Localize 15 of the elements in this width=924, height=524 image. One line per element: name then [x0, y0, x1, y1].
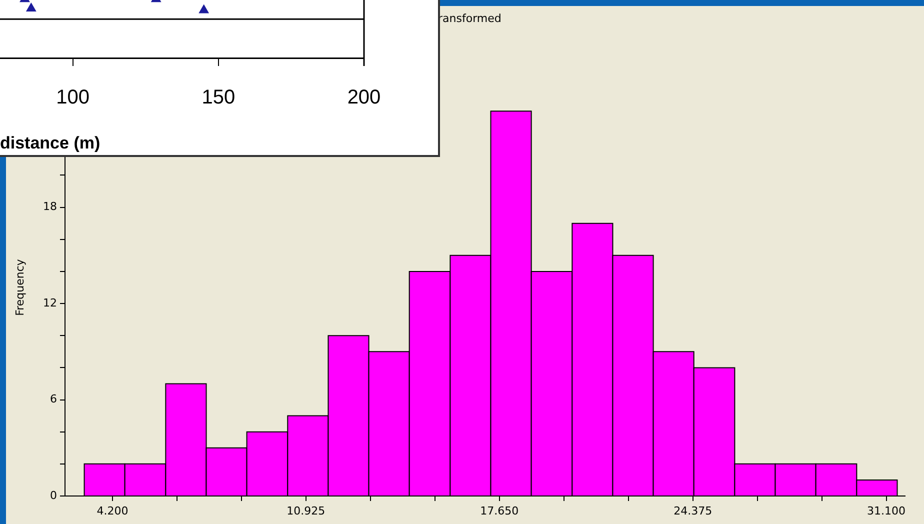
x-tick-label: 100 — [56, 86, 90, 109]
y-tick-label: 12 — [43, 296, 57, 310]
x-tick-label: 4.200 — [96, 504, 128, 518]
x-axis-title: distance (m) — [0, 133, 100, 152]
chart-title: ransformed — [438, 12, 502, 25]
x-tick-label: 31.100 — [867, 504, 906, 518]
y-axis-title: Frequency — [13, 258, 26, 316]
x-tick-label: 150 — [202, 86, 236, 109]
y-tick-label: 6 — [50, 392, 57, 406]
x-tick-label: 10.925 — [286, 504, 326, 518]
x-tick-label: 17.650 — [480, 504, 519, 518]
y-tick-label: 0 — [50, 488, 57, 502]
x-tick-label: 200 — [347, 86, 381, 109]
y-tick-label: 18 — [43, 200, 57, 214]
x-tick-label: 24.375 — [674, 504, 712, 518]
